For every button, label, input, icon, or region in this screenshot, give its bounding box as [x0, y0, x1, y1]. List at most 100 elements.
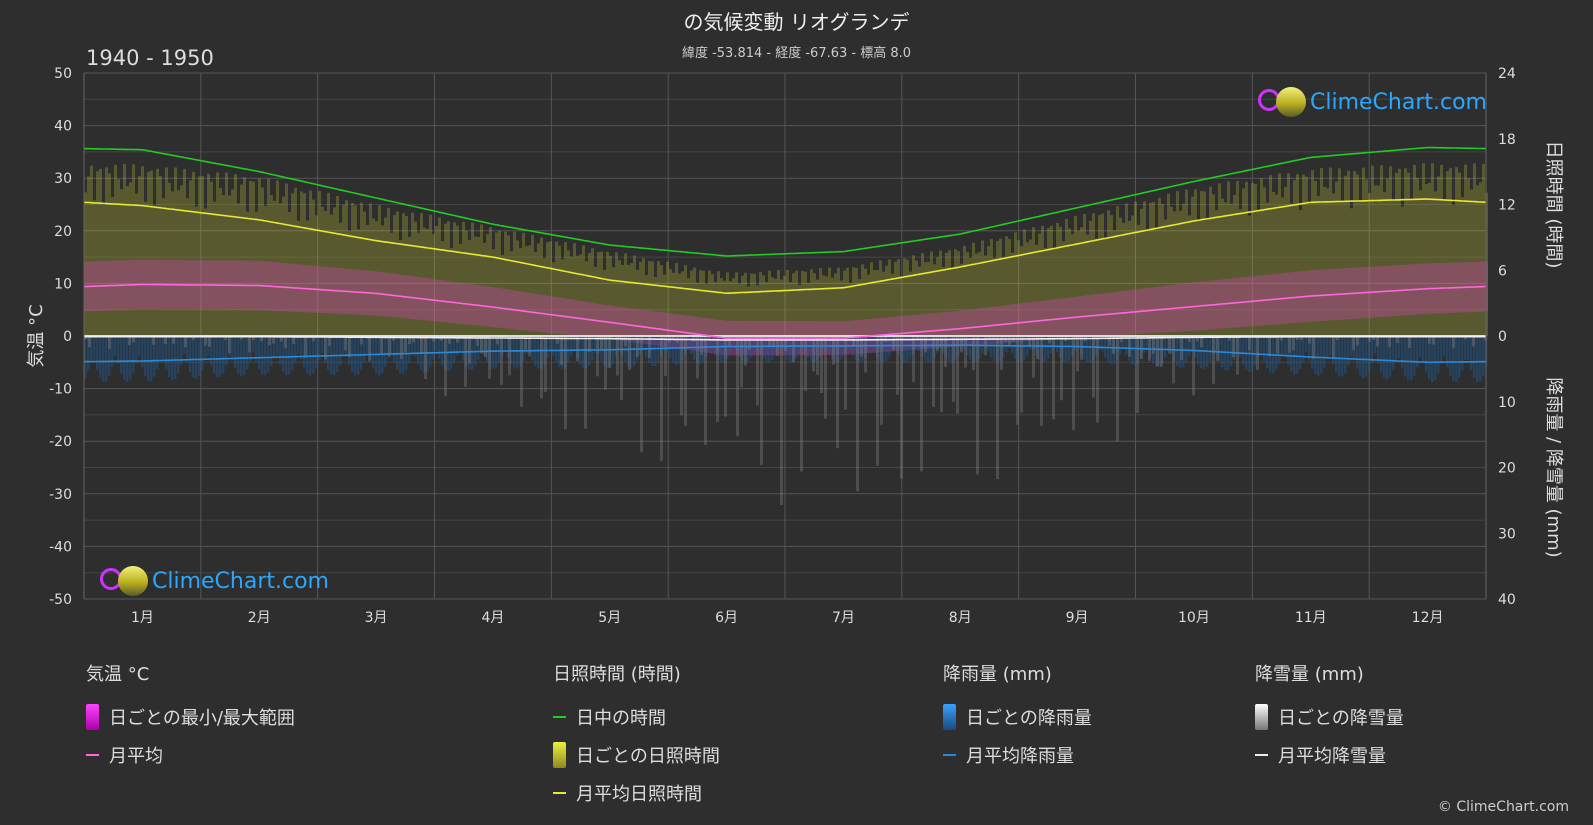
rain-daily-bar	[1383, 336, 1386, 379]
sunshine-daily-bar	[663, 274, 666, 336]
rain-daily-bar	[432, 336, 435, 360]
rain-daily-bar	[666, 336, 669, 353]
rain-daily-bar	[591, 336, 594, 361]
snow-daily-bar	[476, 336, 479, 346]
sunshine-daily-bar	[1059, 226, 1062, 336]
rain-daily-bar	[600, 336, 603, 361]
rain-daily-bar	[1386, 336, 1389, 380]
rain-daily-bar	[1431, 336, 1434, 383]
snow-daily-bar	[408, 336, 411, 344]
sunshine-daily-bar	[519, 248, 522, 336]
snow-daily-bar	[508, 336, 511, 376]
rain-daily-bar	[771, 336, 774, 361]
sunshine-daily-bar	[1065, 218, 1068, 336]
sunshine-daily-bar	[1302, 174, 1305, 336]
rain-daily-bar	[1062, 336, 1065, 362]
snow-daily-bar	[368, 336, 371, 362]
snow-daily-bar	[224, 336, 227, 340]
rain-daily-bar	[132, 336, 135, 374]
rain-daily-bar	[597, 336, 600, 354]
rain-daily-bar	[1224, 336, 1227, 371]
sunshine-daily-bar	[687, 278, 690, 336]
snow-daily-bar	[588, 336, 591, 353]
sunshine-daily-bar	[1476, 185, 1479, 336]
sunshine-daily-bar	[369, 203, 372, 336]
sunshine-daily-bar	[1404, 168, 1407, 336]
y-tick-label: 50	[54, 66, 72, 82]
legend: 気温 °C 日ごとの最小/最大範囲 月平均 日照時間 (時間) 日中の時間 日ご…	[0, 660, 1593, 810]
sunshine-daily-bar	[171, 191, 174, 336]
snow-daily-bar	[260, 336, 263, 342]
sunshine-daily-bar	[1020, 246, 1023, 336]
sunshine-daily-bar	[318, 191, 321, 336]
sunshine-daily-bar	[915, 260, 918, 336]
sunshine-daily-bar	[702, 270, 705, 336]
rain-daily-bar	[1311, 336, 1314, 369]
rain-daily-bar	[1080, 336, 1083, 355]
rain-daily-bar	[1335, 336, 1338, 373]
sunshine-daily-bar	[135, 193, 138, 336]
sunshine-daily-bar	[699, 270, 702, 336]
rain-daily-bar	[1089, 336, 1092, 363]
y-tick-label: -10	[49, 382, 72, 398]
sunshine-daily-bar	[132, 164, 135, 336]
logo-top[interactable]: ClimeChart.com	[1254, 85, 1487, 119]
sunshine-daily-bar	[756, 285, 759, 336]
sunshine-daily-bar	[366, 224, 369, 336]
snow-daily-bar	[916, 336, 919, 341]
sunshine-daily-bar	[837, 267, 840, 336]
rain-daily-bar	[873, 336, 876, 353]
sunshine-daily-bar	[108, 173, 111, 336]
rain-daily-bar	[162, 336, 165, 361]
rain-daily-bar	[393, 336, 396, 363]
sunshine-daily-bar	[588, 252, 591, 336]
sunshine-daily-bar	[870, 262, 873, 336]
sunshine-daily-bar	[456, 225, 459, 336]
snow-daily-bar	[1140, 336, 1143, 359]
y-tick-label: -20	[49, 434, 72, 450]
rain-daily-bar	[588, 336, 591, 366]
rain-daily-bar	[741, 336, 744, 361]
climechart-logo-icon	[1254, 85, 1310, 119]
y-tick-label: -30	[49, 487, 72, 503]
snow-daily-bar	[920, 336, 923, 472]
snow-daily-bar	[324, 336, 327, 360]
x-tick-label: 3月	[365, 610, 388, 626]
rain-daily-bar	[1293, 336, 1296, 375]
sunshine-daily-bar	[726, 272, 729, 336]
rain-daily-bar	[576, 336, 579, 359]
rain-daily-bar	[1353, 336, 1356, 360]
sunshine-daily-bar	[1290, 203, 1293, 336]
rain-daily-bar	[606, 336, 609, 369]
sunshine-daily-bar	[834, 273, 837, 336]
snow-daily-bar	[864, 336, 867, 373]
rain-daily-bar	[1449, 336, 1452, 376]
sunshine-daily-bar	[717, 271, 720, 336]
sunshine-daily-bar	[720, 278, 723, 336]
rain-daily-bar	[87, 336, 90, 371]
rain-daily-bar	[1008, 336, 1011, 348]
sunshine-daily-bar	[882, 271, 885, 336]
snow-daily-bar	[1296, 336, 1299, 340]
snow-daily-bar	[1200, 336, 1203, 348]
sunshine-daily-bar	[357, 229, 360, 336]
rain-daily-bar	[1479, 336, 1482, 381]
rain-daily-bar	[1032, 336, 1035, 350]
rain-daily-bar	[972, 336, 975, 363]
climechart-logo-icon	[96, 564, 152, 598]
sunshine-daily-bar	[879, 260, 882, 336]
sunshine-daily-bar	[1380, 165, 1383, 336]
rain-daily-bar	[456, 336, 459, 356]
logo-bottom[interactable]: ClimeChart.com	[96, 564, 329, 598]
rain-daily-bar	[471, 336, 474, 370]
snow-daily-bar	[132, 336, 135, 343]
rain-daily-bar	[459, 336, 462, 353]
rain-daily-bar	[1278, 336, 1281, 364]
rain-daily-bar	[789, 336, 792, 363]
rain-daily-bar	[1473, 336, 1476, 379]
snow-daily-bar	[816, 336, 819, 375]
rain-daily-bar	[501, 336, 504, 357]
rain-daily-bar	[963, 336, 966, 350]
rain-daily-bar	[1356, 336, 1359, 369]
sunshine-daily-bar	[912, 255, 915, 336]
